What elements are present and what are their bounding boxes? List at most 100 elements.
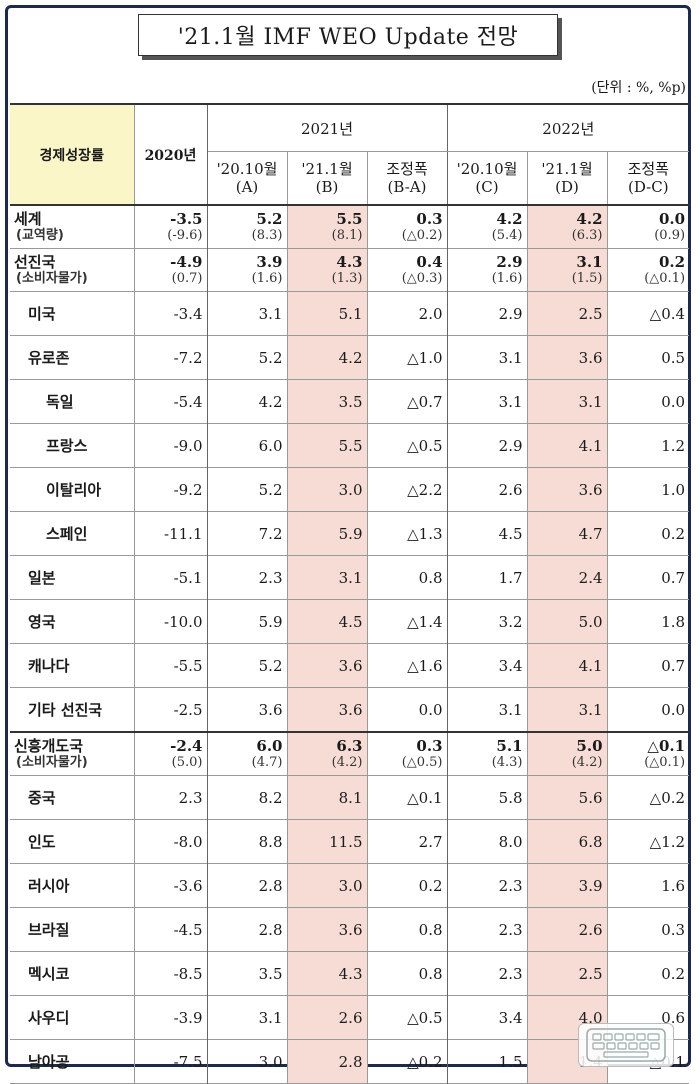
value-cell: △0.5 [367, 423, 448, 468]
group-sub-value: (△0.5) [401, 755, 443, 770]
value-cell: 5.0 [527, 599, 608, 644]
header-label: 경제성장률 [10, 103, 135, 206]
value-cell: -5.4 [134, 379, 208, 424]
group-value: 3.1 [576, 253, 603, 271]
group-value: 4.2 [576, 210, 603, 228]
group-sub-value: (△0.3) [401, 271, 443, 286]
value-cell: 2.3 [134, 775, 208, 820]
value-cell: -9.0 [134, 423, 208, 468]
country-name: 프랑스 [10, 423, 135, 468]
value-cell: -11.1 [134, 511, 208, 556]
value-cell: △1.6 [367, 643, 448, 688]
header-col-4: '20.10월 (C) [447, 151, 528, 206]
value-cell: 0.7 [661, 568, 686, 587]
value-cell: 3.1 [447, 335, 528, 380]
group-cell: 6.3 (4.2) [287, 732, 368, 776]
group-cell: 6.0 (4.7) [207, 732, 288, 776]
value-cell: 6.8 [527, 819, 608, 864]
value-cell: 5.8 [447, 775, 528, 820]
value-cell: 3.1 [527, 379, 608, 424]
value-cell: 5.5 [287, 423, 368, 468]
value-cell: 4.5 [287, 599, 368, 644]
value-cell: 2.9 [447, 423, 528, 468]
value-cell: 5.9 [287, 511, 368, 556]
table-row: 기타 선진국 -2.5 3.6 3.6 0.0 3.1 3.1 0.0 [10, 687, 690, 732]
header-col-code: (B) [315, 178, 339, 196]
value-cell: 0.8 [367, 555, 448, 600]
value-cell: 2.8 [207, 907, 288, 952]
table-row: 미국 -3.4 3.1 5.1 2.0 2.9 2.5 △0.4 [10, 291, 690, 336]
country-name: 기타 선진국 [10, 687, 135, 732]
group-cell: 0.0 (0.9) [607, 205, 689, 249]
value-cell: 3.6 [287, 643, 368, 688]
group-cell: 4.2 (6.3) [527, 205, 608, 249]
value-cell: 11.5 [287, 819, 368, 864]
value-cell: △0.4 [649, 304, 686, 323]
group-value: 5.1 [496, 737, 523, 755]
value-cell: 3.1 [207, 995, 288, 1040]
value-cell: 2.6 [527, 907, 608, 952]
value-cell: 6.0 [207, 423, 288, 468]
value-cell: 3.1 [447, 379, 528, 424]
group-value: 0.3 [416, 210, 443, 228]
value-cell: 8.2 [207, 775, 288, 820]
group-cell: 4.2 (5.4) [447, 205, 528, 249]
group-value: 6.0 [256, 737, 283, 755]
value-cell: 2.9 [447, 291, 528, 336]
group-cell: 0.3 (△0.2) [367, 205, 448, 249]
value-cell: 3.0 [207, 1039, 288, 1084]
value-cell: 0.0 [661, 392, 686, 411]
header-col-label: '21.1월 [541, 160, 593, 178]
group-sub-value: (5.0) [171, 755, 203, 770]
group-value: 0.4 [416, 253, 443, 271]
header-col-label: '20.10월 [456, 160, 518, 178]
table-row: 유로존 -7.2 5.2 4.2 △1.0 3.1 3.6 0.5 [10, 335, 690, 380]
value-cell: 2.5 [527, 951, 608, 996]
value-cell: -5.1 [134, 555, 208, 600]
keyboard-icon[interactable] [578, 1023, 674, 1067]
group-row: 신흥개도국 (소비자물가) -2.4 (5.0) 6.0 (4.7) 6.3 (4.2) 0.3… [10, 732, 690, 776]
group-cell: 3.9 (1.6) [207, 248, 288, 292]
header-col-code: (B-A) [387, 178, 427, 196]
group-name: 세계 [14, 210, 42, 228]
value-cell: 3.4 [447, 643, 528, 688]
group-cell: 0.4 (△0.3) [367, 248, 448, 292]
group-sub-value: (6.3) [571, 228, 603, 243]
value-cell: 3.1 [287, 555, 368, 600]
table-row: 브라질 -4.5 2.8 3.6 0.8 2.3 2.6 0.3 [10, 907, 690, 952]
value-cell: -10.0 [134, 599, 208, 644]
group-value: 0.2 [658, 253, 686, 271]
group-cell: 0.2 (△0.1) [607, 249, 689, 292]
country-name: 미국 [10, 291, 135, 336]
value-cell: -8.0 [134, 819, 208, 864]
table-row: 이탈리아 -9.2 5.2 3.0 △2.2 2.6 3.6 1.0 [10, 467, 690, 512]
group-sub-value: (0.7) [171, 271, 203, 286]
value-cell: △0.2 [649, 788, 686, 807]
group-value: -3.5 [170, 210, 203, 228]
group-label: 세계 (교역량) [10, 205, 135, 249]
value-cell: 3.2 [447, 599, 528, 644]
value-cell: 1.2 [661, 436, 686, 455]
value-cell: -5.5 [134, 643, 208, 688]
value-cell: 3.6 [527, 467, 608, 512]
value-cell: 0.0 [367, 687, 448, 732]
value-cell: 0.2 [661, 524, 686, 543]
header-col-6: 조정폭 (D-C) [607, 151, 690, 206]
header-col-2: '21.1월 (B) [287, 151, 368, 206]
table-row: 러시아 -3.6 2.8 3.0 0.2 2.3 3.9 1.6 [10, 863, 690, 908]
value-cell: 3.0 [287, 863, 368, 908]
value-cell: △1.2 [649, 832, 686, 851]
value-cell: 4.1 [527, 643, 608, 688]
value-cell: 0.7 [661, 656, 686, 675]
value-cell: 1.5 [447, 1039, 528, 1084]
header-col-code: (A) [235, 178, 259, 196]
group-cell: 5.1 (4.3) [447, 732, 528, 776]
header-col-label: '21.1월 [301, 160, 353, 178]
group-name: 선진국 [14, 253, 56, 271]
group-value: 5.5 [336, 210, 363, 228]
table-row: 영국 -10.0 5.9 4.5 △1.4 3.2 5.0 1.8 [10, 599, 690, 644]
group-sub-value: (1.6) [251, 271, 283, 286]
country-name: 브라질 [10, 907, 135, 952]
group-cell: 0.3 (△0.5) [367, 732, 448, 776]
value-cell: 5.2 [207, 643, 288, 688]
